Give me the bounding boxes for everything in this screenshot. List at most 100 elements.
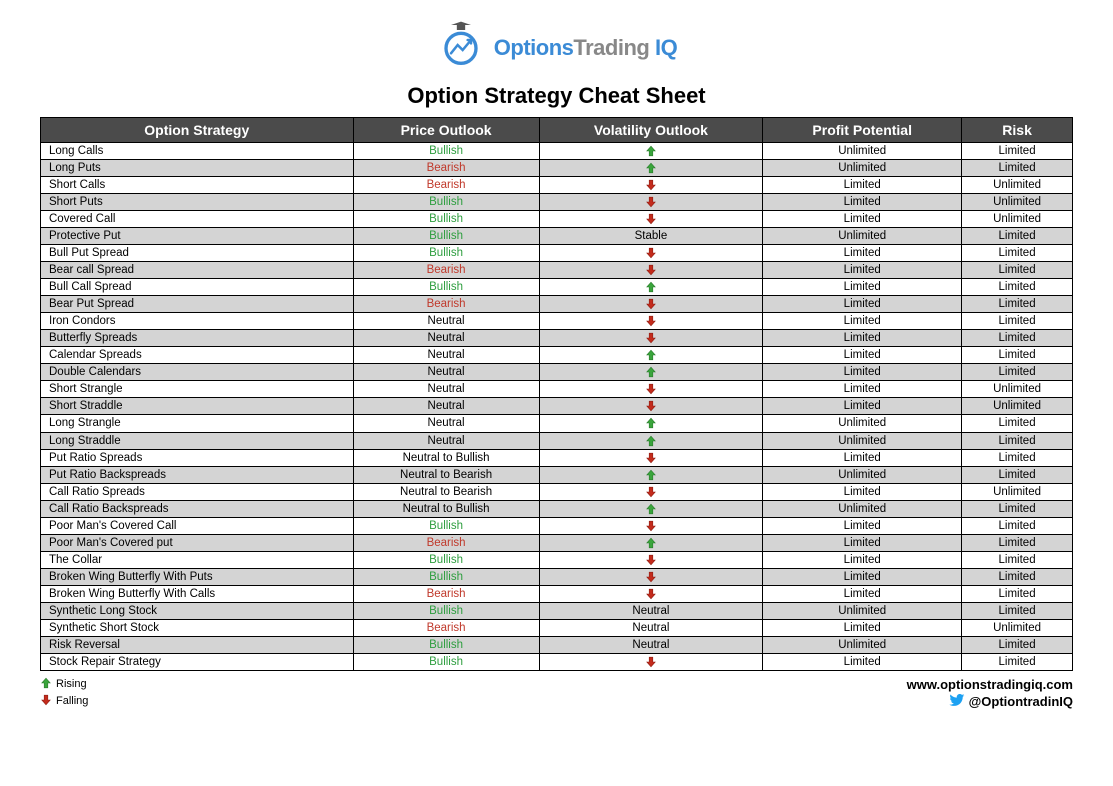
cell-profit: Limited [763,245,962,262]
arrow-down-icon [645,247,657,259]
cell-price-outlook: Bearish [353,296,539,313]
cell-strategy: Risk Reversal [41,636,354,653]
cell-risk: Limited [962,653,1073,670]
cell-price-outlook: Bullish [353,211,539,228]
cell-profit: Unlimited [763,602,962,619]
cell-price-outlook: Neutral [353,330,539,347]
cell-strategy: Broken Wing Butterfly With Puts [41,568,354,585]
cell-strategy: Short Puts [41,194,354,211]
table-row: Long StrangleNeutralUnlimitedLimited [41,415,1073,432]
cell-price-outlook: Bearish [353,262,539,279]
cell-profit: Unlimited [763,500,962,517]
cell-volatility-outlook: Neutral [539,636,763,653]
arrow-up-icon [645,503,657,515]
cell-risk: Limited [962,228,1073,245]
logo: OptionsTrading IQ [436,20,677,75]
table-row: Broken Wing Butterfly With PutsBullish Li… [41,568,1073,585]
cell-strategy: Bull Call Spread [41,279,354,296]
cell-profit: Limited [763,449,962,466]
arrow-up-icon [40,677,52,692]
cell-volatility-outlook [539,313,763,330]
cell-risk: Unlimited [962,619,1073,636]
cell-risk: Limited [962,245,1073,262]
arrow-down-icon [645,196,657,208]
arrow-down-icon [645,179,657,191]
table-row: Butterfly SpreadsNeutralLimitedLimited [41,330,1073,347]
table-row: Put Ratio SpreadsNeutral to BullishLimit… [41,449,1073,466]
cell-profit: Unlimited [763,160,962,177]
cell-price-outlook: Bullish [353,551,539,568]
cell-price-outlook: Bearish [353,585,539,602]
header: OptionsTrading IQ Option Strategy Cheat … [40,20,1073,109]
cell-risk: Limited [962,568,1073,585]
arrow-up-icon [645,349,657,361]
cell-price-outlook: Bullish [353,228,539,245]
table-row: Short StrangleNeutralLimitedUnlimited [41,381,1073,398]
cell-profit: Limited [763,381,962,398]
cell-price-outlook: Bullish [353,568,539,585]
cell-volatility-outlook [539,330,763,347]
arrow-down-icon [645,264,657,276]
cell-price-outlook: Bullish [353,517,539,534]
table-row: Protective PutBullishStableUnlimitedLimi… [41,228,1073,245]
cell-profit: Unlimited [763,636,962,653]
cell-profit: Limited [763,313,962,330]
cell-strategy: Calendar Spreads [41,347,354,364]
table-row: Double CalendarsNeutralLimitedLimited [41,364,1073,381]
cell-profit: Limited [763,483,962,500]
cell-price-outlook: Neutral [353,364,539,381]
cell-volatility-outlook [539,160,763,177]
brand-part2: Trading [573,35,649,60]
cell-profit: Limited [763,364,962,381]
cell-strategy: Put Ratio Backspreads [41,466,354,483]
cell-profit: Unlimited [763,415,962,432]
cell-strategy: Poor Man's Covered Call [41,517,354,534]
cell-profit: Unlimited [763,143,962,160]
cell-price-outlook: Bullish [353,279,539,296]
cell-risk: Limited [962,313,1073,330]
footer: Rising Falling www.optionstradingiq.com … [40,677,1073,711]
table-row: Short CallsBearishLimitedUnlimited [41,177,1073,194]
cell-profit: Limited [763,551,962,568]
cell-profit: Unlimited [763,432,962,449]
cell-price-outlook: Bullish [353,636,539,653]
cell-volatility-outlook [539,211,763,228]
cell-volatility-outlook [539,364,763,381]
cell-profit: Limited [763,517,962,534]
cell-risk: Limited [962,500,1073,517]
cell-price-outlook: Bullish [353,143,539,160]
table-row: Long StraddleNeutralUnlimitedLimited [41,432,1073,449]
cell-strategy: The Collar [41,551,354,568]
cell-risk: Limited [962,636,1073,653]
table-row: Iron CondorsNeutralLimitedLimited [41,313,1073,330]
table-row: Bull Put SpreadBullish LimitedLimited [41,245,1073,262]
cell-profit: Limited [763,398,962,415]
cell-volatility-outlook [539,517,763,534]
cell-volatility-outlook [539,551,763,568]
legend-rising: Rising [40,677,88,692]
cell-price-outlook: Bearish [353,160,539,177]
cell-volatility-outlook [539,347,763,364]
cell-volatility-outlook [539,585,763,602]
cell-volatility-outlook: Stable [539,228,763,245]
footer-right: www.optionstradingiq.com @OptiontradinIQ [907,677,1073,711]
twitter-icon [949,692,965,711]
cell-strategy: Bull Put Spread [41,245,354,262]
cell-profit: Limited [763,585,962,602]
cell-price-outlook: Bullish [353,245,539,262]
cell-strategy: Protective Put [41,228,354,245]
cell-risk: Unlimited [962,194,1073,211]
table-row: Bear Put SpreadBearishLimitedLimited [41,296,1073,313]
arrow-up-icon [645,162,657,174]
arrow-down-icon [645,588,657,600]
cell-strategy: Broken Wing Butterfly With Calls [41,585,354,602]
cell-volatility-outlook [539,194,763,211]
cell-risk: Unlimited [962,211,1073,228]
col-risk: Risk [962,118,1073,143]
arrow-down-icon [645,332,657,344]
cell-volatility-outlook [539,534,763,551]
col-profit-potential: Profit Potential [763,118,962,143]
cell-profit: Limited [763,653,962,670]
arrow-up-icon [645,145,657,157]
table-row: Short StraddleNeutralLimitedUnlimited [41,398,1073,415]
